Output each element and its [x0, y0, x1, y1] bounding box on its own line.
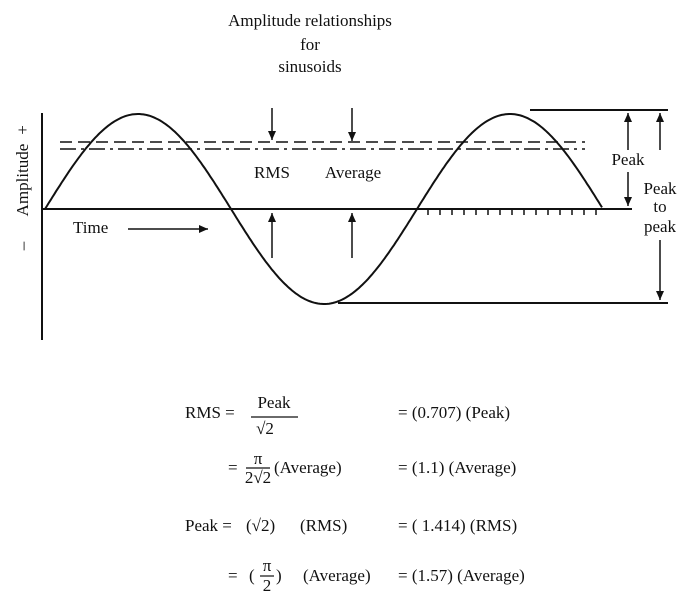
formula-result: = (1.57) (Average) — [398, 566, 525, 585]
paren: ( — [249, 566, 255, 585]
denominator: 2√2 — [245, 468, 271, 487]
title-line: for — [300, 35, 320, 54]
numerator: π — [254, 449, 263, 468]
peak-to-peak-label: Peak — [643, 179, 677, 198]
peak-to-peak-label: peak — [644, 217, 677, 236]
formula-lhs: Peak = — [185, 516, 232, 535]
peak-to-peak-label: to — [653, 197, 666, 216]
formula-result: = ( 1.414) (RMS) — [398, 516, 517, 535]
denominator: 2 — [263, 576, 272, 595]
y-axis-label: – Amplitude + — [13, 125, 32, 251]
formula-factor: (RMS) — [300, 516, 347, 535]
formula-factor: (Average) — [303, 566, 371, 585]
formula-lhs: RMS = — [185, 403, 235, 422]
sine-wave — [44, 113, 603, 305]
average-label: Average — [325, 163, 381, 182]
formula-lhs: = — [228, 566, 238, 585]
numerator: Peak — [257, 393, 291, 412]
title-line: Amplitude relationships — [228, 11, 392, 30]
peak-label: Peak — [611, 150, 645, 169]
axis-label: Amplitude — [13, 144, 32, 217]
denominator: √2 — [256, 419, 274, 438]
minus-sign: – — [13, 241, 32, 251]
plus-sign: + — [13, 125, 32, 135]
numerator: π — [263, 556, 272, 575]
formula-result: = (1.1) (Average) — [398, 458, 516, 477]
title-line: sinusoids — [278, 57, 341, 76]
ticks — [427, 209, 597, 215]
formula-factor: (Average) — [274, 458, 342, 477]
formula-result: = (0.707) (Peak) — [398, 403, 510, 422]
time-label: Time — [73, 218, 108, 237]
rms-label: RMS — [254, 163, 290, 182]
formula-lhs: = — [228, 458, 238, 477]
formula-term: (√2) — [246, 516, 275, 535]
paren: ) — [276, 566, 282, 585]
